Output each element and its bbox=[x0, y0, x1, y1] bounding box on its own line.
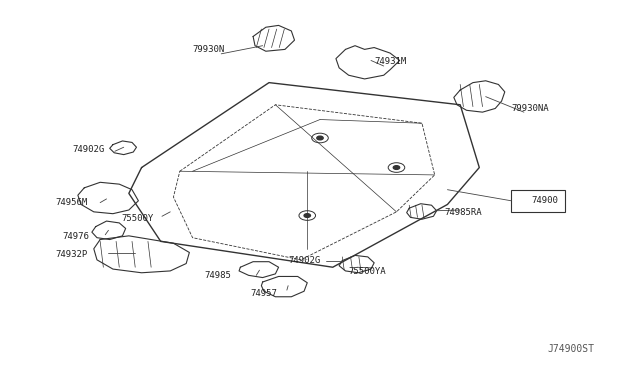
Bar bbox=[511, 190, 565, 212]
Text: 75500YA: 75500YA bbox=[349, 267, 387, 276]
Text: 74902G: 74902G bbox=[288, 256, 321, 265]
Text: 74985: 74985 bbox=[204, 271, 231, 280]
Text: 74956M: 74956M bbox=[56, 198, 88, 207]
Text: 74902G: 74902G bbox=[73, 145, 105, 154]
Text: 74931M: 74931M bbox=[374, 57, 406, 66]
Circle shape bbox=[394, 166, 399, 169]
Text: 79930N: 79930N bbox=[193, 45, 225, 54]
Text: J74900ST: J74900ST bbox=[547, 344, 594, 354]
Circle shape bbox=[304, 214, 310, 217]
Text: 74957: 74957 bbox=[250, 289, 276, 298]
Text: 79930NA: 79930NA bbox=[511, 104, 548, 113]
Text: 75500Y: 75500Y bbox=[121, 214, 154, 222]
Text: 74985RA: 74985RA bbox=[444, 208, 482, 217]
Text: 74900: 74900 bbox=[532, 196, 559, 205]
Text: 74976: 74976 bbox=[62, 232, 89, 241]
Text: 74932P: 74932P bbox=[56, 250, 88, 259]
Circle shape bbox=[317, 136, 323, 140]
